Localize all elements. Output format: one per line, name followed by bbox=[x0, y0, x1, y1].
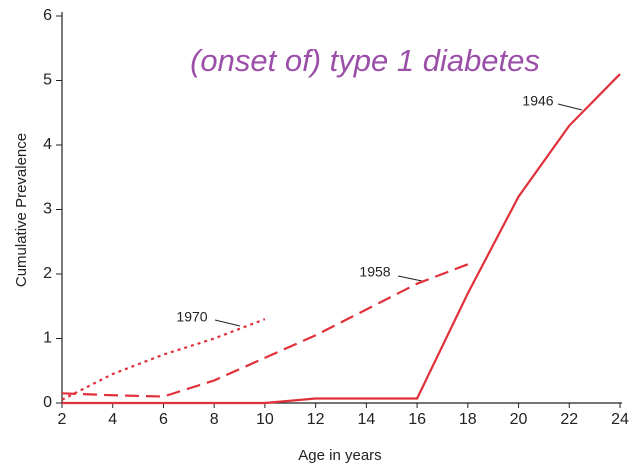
x-tick-label: 20 bbox=[510, 411, 528, 428]
y-tick-label: 1 bbox=[43, 330, 52, 347]
leader-line bbox=[557, 103, 583, 111]
x-tick-label: 12 bbox=[307, 411, 325, 428]
leader-line bbox=[214, 319, 241, 327]
x-tick-label: 2 bbox=[58, 411, 67, 428]
x-tick-label: 10 bbox=[256, 411, 274, 428]
series-label: 1946 bbox=[522, 93, 553, 109]
y-tick-label: 4 bbox=[43, 136, 52, 153]
x-tick-label: 24 bbox=[611, 411, 629, 428]
y-tick-label: 3 bbox=[43, 201, 52, 218]
leader-line bbox=[397, 275, 423, 282]
series-line bbox=[61, 318, 266, 401]
y-tick-label: 6 bbox=[43, 7, 52, 24]
series-line bbox=[62, 73, 621, 405]
y-tick-label: 2 bbox=[43, 265, 52, 282]
x-tick-label: 6 bbox=[159, 411, 168, 428]
series-line bbox=[61, 263, 469, 398]
x-tick-label: 14 bbox=[357, 411, 375, 428]
x-tick-label: 8 bbox=[210, 411, 219, 428]
chart-title: (onset of) type 1 diabetes bbox=[190, 43, 540, 78]
series-label: 1958 bbox=[359, 264, 390, 280]
x-axis-label: Age in years bbox=[298, 447, 381, 464]
series-label: 1970 bbox=[176, 309, 207, 325]
y-axis-label: Cumulative Prevalence bbox=[13, 133, 30, 287]
x-tick-label: 16 bbox=[408, 411, 426, 428]
x-tick-label: 18 bbox=[459, 411, 477, 428]
x-tick-label: 22 bbox=[560, 411, 578, 428]
x-tick-label: 4 bbox=[108, 411, 117, 428]
y-tick-label: 5 bbox=[43, 72, 52, 89]
y-tick-label: 0 bbox=[43, 394, 52, 411]
